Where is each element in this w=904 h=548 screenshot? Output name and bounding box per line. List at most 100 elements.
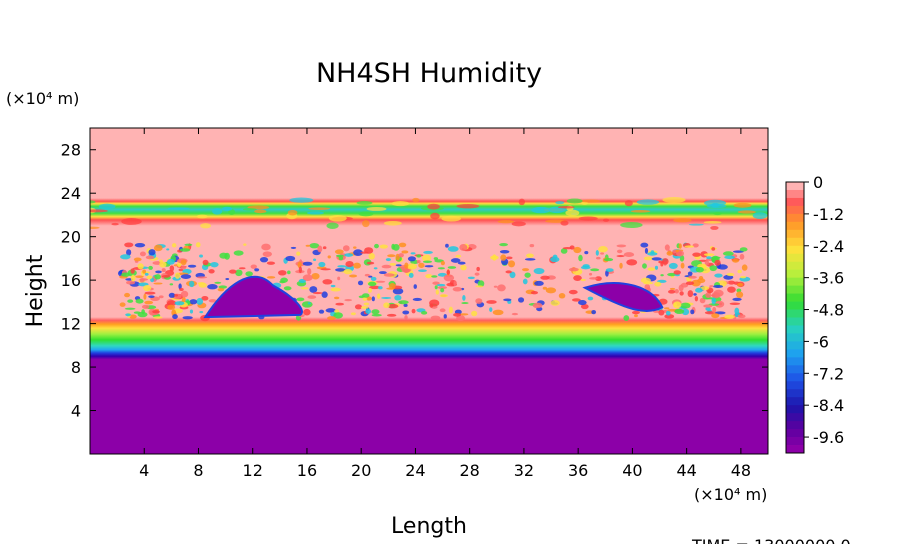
convective-patch [434,285,438,290]
colorbar-swatch [786,397,804,406]
convective-patch [389,283,396,290]
convective-patch [401,250,409,254]
convective-patch [440,287,445,293]
convective-patch [654,281,662,287]
convective-patch [124,242,134,248]
convective-patch [322,279,333,285]
convective-patch [386,313,397,317]
jet-band-blob [90,226,100,230]
convective-patch [364,247,374,254]
convective-patch [722,251,734,256]
jet-band-blob [287,209,298,216]
x-tick-label: 24 [405,461,425,480]
convective-patch [137,263,144,270]
convective-patch [589,272,593,276]
convective-patch [392,287,404,295]
colorbar-swatch [786,213,804,223]
convective-patch [135,275,144,279]
convective-patch [345,260,354,268]
convective-patch [408,272,414,278]
convective-patch [363,302,370,306]
convective-patch [392,243,400,251]
colorbar: 0 -1.2 -2.4 -3.6 -4.8 -6 -7.2 -8.4 -9.6 [785,173,844,454]
x-tick-label: 48 [731,461,751,480]
convective-patch [371,309,380,315]
convective-patch [168,292,176,298]
convective-patch [307,302,311,305]
convective-patch [362,297,368,301]
convective-patch [179,288,184,291]
convective-patch [506,256,513,260]
convective-patch [360,306,369,309]
jet-band-blob [673,218,692,223]
convective-patch [298,266,302,274]
convective-patch [573,275,582,282]
convective-patch [703,253,715,257]
colorbar-swatch [786,429,804,438]
time-label: TIME = 13000000.0 [691,536,851,544]
convective-patch [353,249,363,257]
convective-patch [365,308,372,314]
convective-patch [262,251,272,257]
convective-patch [349,274,358,278]
convective-patch [235,269,243,277]
colorbar-swatch [786,253,804,263]
convective-patch [201,295,209,301]
convective-patch [208,299,217,303]
convective-patch [144,291,156,295]
convective-patch [335,302,345,306]
convective-patch [180,265,187,270]
convective-patch [522,278,528,285]
convective-patch [325,308,336,313]
jet-band-blob [497,219,515,224]
convective-patch [462,294,466,301]
convective-patch [550,256,560,263]
convective-patch [447,246,459,252]
convective-patch [675,249,679,253]
convective-patch [374,243,379,249]
convective-patch [150,277,155,283]
convective-patch [371,313,382,317]
convective-patch [709,265,718,272]
convective-patch [687,275,697,279]
convective-patch [714,259,721,266]
convective-patch [632,310,640,315]
jet-band-blob [362,220,370,228]
colorbar-tick-label: 0 [813,173,823,192]
convective-patch [261,243,271,251]
convective-patch [439,294,448,298]
convective-patch [120,254,131,260]
convective-patch [736,282,744,287]
plot-area [90,128,768,454]
convective-patch [562,247,573,250]
convective-patch [412,297,422,302]
convective-patch [422,260,433,263]
convective-patch [446,269,451,275]
convective-patch [459,243,468,251]
convective-patch [568,267,579,272]
convective-patch [311,272,320,280]
convective-patch [651,257,662,261]
colorbar-swatch [786,182,804,191]
convective-patch [626,259,638,266]
colorbar-swatch [786,261,804,271]
convective-patch [207,284,218,290]
convective-patch [166,248,170,251]
convective-patch [453,313,462,317]
colorbar-swatch [786,389,804,398]
jet-band-blob [383,220,402,226]
convective-patch [453,280,457,287]
convective-patch [578,300,587,306]
x-tick-label: 20 [351,461,371,480]
jet-band-blob [328,214,347,222]
convective-patch [330,287,341,292]
jet-band-blob [121,218,142,225]
convective-patch [500,254,507,261]
convective-patch [490,255,499,260]
convective-patch [416,254,422,258]
jet-band-blob [636,199,660,205]
convective-patch [737,269,742,274]
x-tick-label: 4 [139,461,149,480]
